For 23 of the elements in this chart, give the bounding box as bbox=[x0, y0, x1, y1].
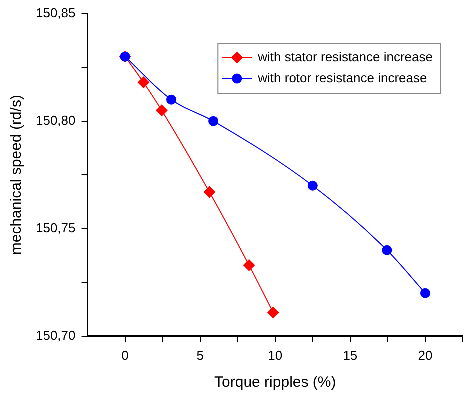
y-tick-label: 150,80 bbox=[36, 112, 76, 128]
point bbox=[204, 186, 216, 198]
legend-label: with rotor resistance increase bbox=[257, 70, 428, 86]
y-tick-label: 150,75 bbox=[36, 220, 76, 236]
y-tick-label: 150,70 bbox=[36, 328, 76, 343]
point bbox=[208, 116, 219, 126]
point bbox=[267, 306, 280, 319]
point bbox=[166, 94, 177, 105]
y-axis-title: mechanical speed (rd/s) bbox=[8, 95, 26, 256]
point bbox=[243, 259, 256, 272]
point bbox=[308, 180, 318, 191]
x-axis-title: Torque ripples (%) bbox=[214, 374, 336, 392]
point bbox=[420, 288, 430, 298]
point bbox=[156, 104, 168, 117]
y-tick-label: 150,85 bbox=[36, 5, 76, 20]
x-tick-label: 10 bbox=[268, 348, 283, 363]
point bbox=[382, 245, 392, 256]
legend-label: with stator resistance increase bbox=[257, 49, 434, 64]
x-tick-label: 15 bbox=[343, 348, 358, 363]
x-tick-label: 20 bbox=[418, 348, 433, 363]
x-tick-label: 5 bbox=[196, 348, 204, 363]
point bbox=[138, 76, 150, 89]
x-tick-label: 0 bbox=[122, 348, 129, 363]
